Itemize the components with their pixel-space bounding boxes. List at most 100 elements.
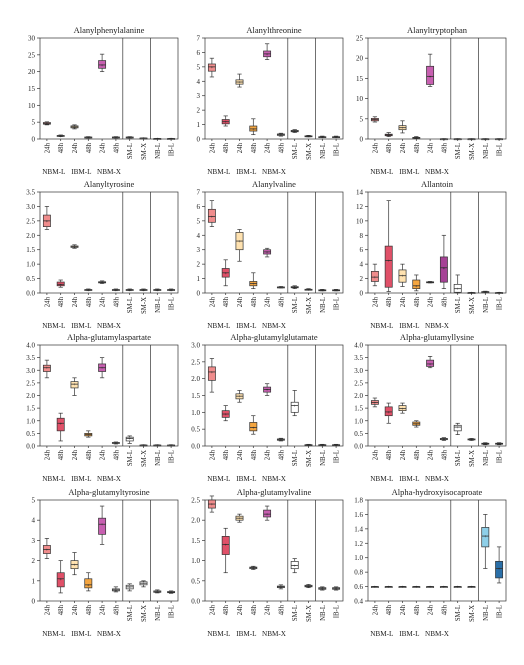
box-10: + — [332, 289, 341, 294]
x-tick-label: 24h — [372, 449, 379, 460]
y-tick-label: 8 — [360, 232, 364, 240]
x-tick-label: 24h — [100, 449, 107, 460]
y-tick-label: 4 — [197, 78, 201, 86]
y-tick-label: 0 — [360, 136, 364, 144]
x-tick-label: IB-L — [334, 143, 341, 156]
y-tick-label: 2.0 — [26, 392, 35, 400]
group-label: NBM-L — [42, 168, 65, 176]
box-body — [439, 256, 448, 283]
x-tick-label: SM-L — [127, 297, 134, 313]
box-10: + — [167, 590, 176, 596]
x-tick-label: 24h — [428, 142, 435, 153]
x-tick-label: 48h — [86, 449, 93, 460]
box-6: + — [276, 132, 285, 139]
x-tick-label: SM-L — [127, 143, 134, 159]
chart-panel: Alanylphenylalanine051015202530+++++++++… — [28, 25, 179, 176]
x-tick-label: SM-L — [455, 605, 462, 621]
box-9: + — [481, 514, 490, 569]
x-tick-label: 24h — [44, 296, 51, 307]
mean-marker: + — [293, 405, 296, 410]
box-8: + — [467, 438, 476, 443]
mean-marker: + — [279, 286, 282, 291]
chart-panel: Alpha-glutamylglutamate 0.0 0.5 1.0 1.5 2.0 2.… — [191, 332, 344, 483]
box-5: + — [426, 586, 435, 591]
x-tick-label: 48h — [58, 296, 65, 307]
y-tick-label: 0.5 — [191, 426, 200, 434]
box-3: + — [235, 513, 244, 523]
plot-frame — [204, 499, 344, 602]
y-tick-label: 2.0 — [26, 232, 35, 240]
x-tick-label: 24h — [209, 142, 216, 153]
mean-marker: + — [59, 135, 62, 140]
mean-marker: + — [484, 535, 487, 540]
box-7: + — [290, 558, 299, 574]
mean-marker: + — [170, 591, 173, 596]
mean-marker: + — [387, 411, 390, 416]
mean-marker: + — [266, 53, 269, 58]
y-tick-label: 3.5 — [26, 354, 35, 362]
x-tick-label: SM-X — [469, 605, 476, 622]
x-tick-label: NB-L — [320, 143, 327, 159]
box-8: + — [304, 288, 313, 294]
group-label: IBM-L — [236, 168, 256, 176]
mean-marker: + — [279, 439, 282, 444]
box-9: + — [318, 135, 327, 141]
y-tick-label: 1.0 — [26, 261, 35, 269]
mean-marker: + — [101, 523, 104, 528]
box-4: + — [249, 565, 258, 572]
mean-marker: + — [252, 567, 255, 572]
box-3: + — [235, 390, 244, 403]
mean-marker: + — [73, 564, 76, 569]
box-2: + — [221, 259, 230, 287]
mean-marker: + — [128, 289, 131, 294]
mean-marker: + — [373, 402, 376, 407]
box-1: + — [207, 57, 216, 78]
box-body — [384, 245, 393, 288]
x-tick-label: 24h — [100, 142, 107, 153]
mean-marker: + — [73, 246, 76, 251]
mean-marker: + — [45, 123, 48, 128]
x-tick-label: 48h — [86, 296, 93, 307]
y-tick-label: 4.0 — [354, 342, 363, 350]
x-tick-label: 24h — [265, 604, 272, 615]
mean-marker: + — [401, 127, 404, 132]
y-tick-label: 0.6 — [354, 583, 363, 591]
y-tick-label: 0.5 — [26, 430, 35, 438]
x-tick-label: 48h — [251, 296, 258, 307]
x-tick-label: SM-L — [292, 297, 299, 313]
y-tick-label: 2.5 — [26, 217, 35, 225]
mean-marker: + — [266, 388, 269, 393]
y-tick-label: 2 — [197, 107, 201, 115]
mean-marker: + — [470, 586, 473, 591]
x-tick-label: 48h — [223, 449, 230, 460]
y-tick-label: 3.0 — [26, 367, 35, 375]
box-6: + — [111, 441, 120, 447]
box-3: + — [235, 229, 244, 262]
x-tick-label: 48h — [386, 449, 393, 460]
mean-marker: + — [387, 260, 390, 265]
box-6: + — [111, 288, 120, 294]
box-2: + — [384, 200, 393, 292]
mean-marker: + — [170, 289, 173, 294]
mean-marker: + — [293, 286, 296, 291]
mean-marker: + — [373, 276, 376, 281]
box-body — [56, 417, 65, 432]
x-tick-label: 48h — [113, 296, 120, 307]
x-tick-label: 48h — [414, 449, 421, 460]
group-label: NBM-L — [370, 475, 393, 483]
x-tick-label: 24h — [265, 142, 272, 153]
box-9: + — [318, 289, 327, 294]
x-tick-label: 48h — [386, 296, 393, 307]
mean-marker: + — [238, 517, 241, 522]
box-body — [249, 422, 258, 432]
x-tick-label: SM-L — [455, 297, 462, 313]
box-1: + — [370, 397, 379, 408]
box-body — [453, 424, 462, 432]
group-label: NBM-X — [425, 630, 450, 638]
x-tick-label: SM-X — [141, 143, 148, 160]
x-tick-label: 24h — [400, 604, 407, 615]
chart-panel: Alpha-glutamylvaline 0.0 0.5 1.0 1.5 2.0 2.5 + +… — [191, 487, 344, 638]
mean-marker: + — [387, 586, 390, 591]
x-tick-label: 24h — [237, 296, 244, 307]
box-4: + — [249, 118, 258, 136]
